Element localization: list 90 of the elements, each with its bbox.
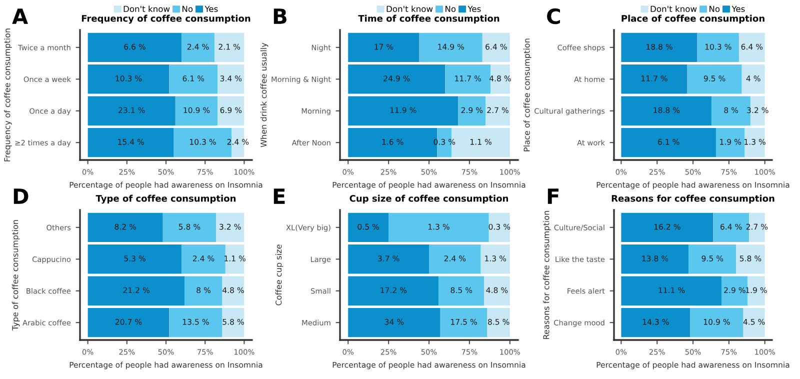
bar — [621, 64, 688, 94]
legend-label: No — [182, 6, 193, 12]
bar — [222, 276, 244, 306]
bar — [621, 128, 716, 158]
bar — [175, 96, 218, 126]
bar — [488, 212, 510, 242]
bar — [348, 244, 429, 274]
y-axis-title: When drink coffee usually — [260, 42, 268, 148]
chart-title: Place of coffee consumption — [622, 14, 764, 24]
bar — [440, 308, 488, 338]
bar — [487, 308, 510, 338]
legend-label: No — [446, 6, 456, 12]
text: B — [274, 8, 286, 24]
bar — [688, 244, 736, 274]
bar — [480, 244, 510, 274]
bar — [88, 96, 176, 126]
bar — [621, 308, 690, 338]
bar — [348, 276, 439, 306]
text: D — [14, 188, 28, 204]
chart-title: Type of coffee consumption — [96, 194, 236, 204]
text: F — [548, 188, 558, 204]
bar — [218, 64, 244, 94]
bar — [716, 128, 745, 158]
bar — [182, 32, 214, 62]
bar — [744, 128, 765, 158]
y-axis-title: Coffee cup size — [275, 244, 284, 306]
bar — [458, 96, 486, 126]
text: C — [547, 8, 560, 24]
bar — [169, 64, 218, 94]
bar — [222, 308, 244, 338]
text: A — [12, 8, 28, 24]
bar — [748, 276, 765, 306]
bar — [621, 212, 714, 242]
chart-title: Time of coffee consumption — [358, 14, 500, 24]
bar — [419, 32, 482, 62]
y-axis-title: Reasons for coffee consumption — [543, 210, 551, 339]
bar — [218, 96, 244, 126]
bar — [486, 96, 510, 126]
bar — [484, 276, 510, 306]
bar — [162, 212, 216, 242]
bar — [88, 32, 182, 62]
bar — [348, 308, 440, 338]
chart-title: Reasons for coffee consumption — [612, 194, 774, 204]
bar — [225, 244, 244, 274]
bar — [438, 276, 484, 306]
bar — [742, 64, 765, 94]
bar — [621, 96, 712, 126]
bar — [697, 32, 739, 62]
bar — [169, 308, 222, 338]
bar — [490, 64, 510, 94]
legend-label: Don't know — [124, 6, 170, 12]
bar — [690, 308, 744, 338]
legend-label: Yes — [732, 6, 745, 12]
legend-label: Don't know — [386, 6, 433, 12]
bar — [348, 64, 446, 94]
bar — [388, 212, 489, 242]
bar — [621, 32, 698, 62]
bar — [182, 244, 226, 274]
bar — [736, 244, 765, 274]
bar — [743, 308, 765, 338]
bar — [687, 64, 742, 94]
bar — [722, 276, 748, 306]
bar — [88, 128, 174, 158]
y-axis-title: Type of coffee consumption — [12, 220, 20, 331]
bar — [482, 32, 510, 62]
bar — [184, 276, 222, 306]
bar — [88, 308, 170, 338]
bar — [214, 32, 244, 62]
legend-label: No — [710, 6, 720, 12]
bar — [445, 64, 490, 94]
y-axis-title: Place of coffee consumption — [524, 38, 532, 152]
bar — [88, 64, 170, 94]
legend-label: Don't know — [650, 6, 697, 12]
bar — [621, 244, 689, 274]
bar — [738, 32, 765, 62]
bar — [348, 212, 389, 242]
legend-label: Yes — [204, 6, 218, 12]
bar — [348, 32, 420, 62]
bar — [88, 244, 182, 274]
bar — [88, 212, 163, 242]
text: E — [274, 188, 285, 204]
y-axis-title: Frequency of coffee consumption — [4, 28, 12, 162]
bar — [88, 276, 185, 306]
chart-title: Frequency of coffee consumption — [82, 14, 250, 24]
chart-title: Cup size of coffee consumption — [350, 194, 508, 204]
bar — [429, 244, 481, 274]
bar — [621, 276, 722, 306]
bar — [216, 212, 244, 242]
legend-label: Yes — [468, 6, 481, 12]
bar — [348, 96, 458, 126]
